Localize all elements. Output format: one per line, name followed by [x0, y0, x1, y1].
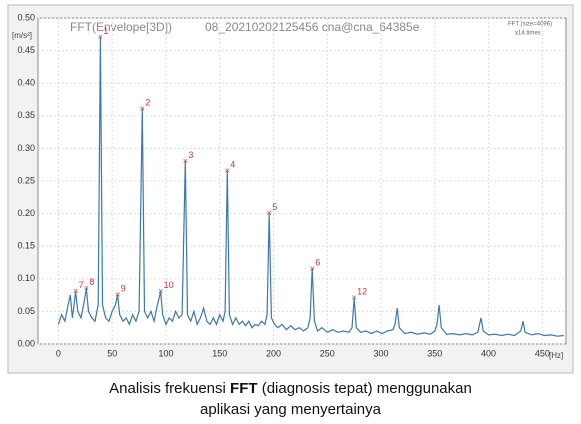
y-tick-label: 0.50 [17, 12, 35, 22]
x-tick-label: 450 [535, 348, 550, 358]
caption-line: Analisis frekuensi FFT (diagnosis tepat)… [0, 380, 581, 397]
chart-title: FFT(Envelope[3D]) [70, 20, 172, 34]
x-tick-label: 0 [56, 348, 61, 358]
peak-marker: × [73, 286, 78, 296]
peak-marker: × [310, 263, 315, 273]
x-tick-label: 350 [427, 348, 442, 358]
peak-label: 4 [230, 160, 235, 170]
y-tick-label: 0.05 [17, 306, 35, 316]
y-tick-label: 0.35 [17, 110, 35, 120]
x-tick-label: 250 [320, 348, 335, 358]
y-tick-label: 0.45 [17, 45, 35, 55]
caption-bold: FFT [230, 380, 258, 397]
peak-marker: × [225, 166, 230, 176]
peak-marker: × [84, 283, 89, 293]
peak-label: 5 [272, 202, 277, 212]
x-tick-label: 100 [158, 348, 173, 358]
peak-label: 6 [315, 257, 320, 267]
peak-marker: × [352, 293, 357, 303]
y-tick-label: 0.00 [17, 338, 35, 348]
y-tick-label: 0.25 [17, 175, 35, 185]
caption-text: (diagnosis tepat) menggunakan [257, 380, 472, 397]
peak-marker: × [183, 156, 188, 166]
peak-marker: × [158, 286, 163, 296]
y-tick-label: 0.40 [17, 78, 35, 88]
chart-subtitle: 08_20210202125456 cna@cna_64385e [205, 20, 420, 34]
peak-label: 7 [79, 280, 84, 290]
x-tick-label: 200 [266, 348, 281, 358]
peak-marker: × [267, 208, 272, 218]
x-tick-label: 50 [107, 348, 117, 358]
y-tick-label: 0.30 [17, 143, 35, 153]
x-tick-label: 300 [374, 348, 389, 358]
peak-marker: × [140, 104, 145, 114]
peak-label: 2 [145, 98, 150, 108]
caption-text: Analisis frekuensi [109, 380, 231, 397]
x-tick-label: 400 [481, 348, 496, 358]
y-tick-label: 0.20 [17, 208, 35, 218]
peak-label: 3 [188, 150, 193, 160]
peak-marker: × [98, 32, 103, 42]
chart: FFT(Envelope[3D]) 08_20210202125456 cna@… [7, 4, 574, 374]
peak-marker: × [115, 289, 120, 299]
y-tick-label: 0.10 [17, 273, 35, 283]
y-axis-label: [m/s²] [12, 31, 32, 40]
info: FFT (size=4096) [508, 22, 552, 28]
peak-label: 10 [164, 280, 174, 290]
peak-label: 1 [103, 26, 108, 36]
info: x14 times [515, 31, 541, 37]
x-tick-label: 150 [212, 348, 227, 358]
caption-line: aplikasi yang menyertainya [200, 401, 381, 418]
y-tick-label: 0.15 [17, 241, 35, 251]
peak-label: 8 [89, 277, 94, 287]
spectrum-line [57, 37, 564, 337]
peak-label: 12 [357, 287, 367, 297]
x-axis-label: [Hz] [549, 351, 563, 360]
peak-label: 9 [121, 283, 126, 293]
